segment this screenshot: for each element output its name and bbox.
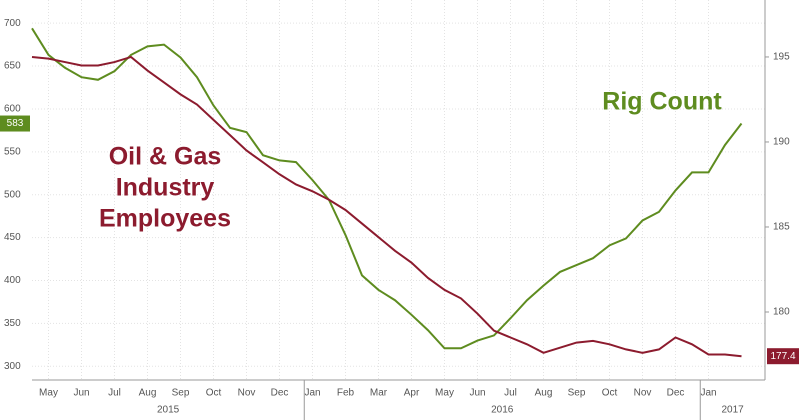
last-value-label: 583 bbox=[7, 118, 24, 129]
x-tick-label: Sep bbox=[568, 388, 586, 399]
x-tick-label: Nov bbox=[634, 388, 652, 399]
x-tick-label: Apr bbox=[404, 388, 420, 399]
annotation: Rig Count bbox=[602, 88, 722, 116]
y-tick-label: 700 bbox=[4, 18, 21, 29]
x-tick-label: Dec bbox=[271, 388, 289, 399]
x-group-label: 2017 bbox=[722, 405, 745, 416]
x-tick-label: Mar bbox=[370, 388, 388, 399]
y2-tick-label: 195 bbox=[773, 52, 790, 63]
x-tick-label: May bbox=[435, 388, 454, 399]
last-value-tag bbox=[0, 115, 30, 132]
x-tick-label: Nov bbox=[238, 388, 256, 399]
x-group-label: 2016 bbox=[491, 405, 514, 416]
y2-tick-label: 180 bbox=[773, 307, 790, 318]
x-tick-label: Dec bbox=[667, 388, 685, 399]
x-tick-label: Aug bbox=[139, 388, 157, 399]
annotation: Oil & Gas bbox=[109, 143, 222, 171]
series-line bbox=[31, 55, 742, 358]
x-tick-label: May bbox=[39, 388, 58, 399]
x-tick-label: Oct bbox=[206, 388, 222, 399]
x-tick-label: Feb bbox=[337, 388, 355, 399]
y-tick-label: 500 bbox=[4, 189, 21, 200]
x-tick-label: Sep bbox=[172, 388, 190, 399]
y2-tick-label: 185 bbox=[773, 222, 790, 233]
annotation: Industry bbox=[116, 174, 215, 202]
x-tick-label: Oct bbox=[602, 388, 618, 399]
y-tick-label: 600 bbox=[4, 104, 21, 115]
annotation: Employees bbox=[99, 205, 231, 233]
x-tick-label: Jul bbox=[504, 388, 517, 399]
x-tick-label: Jun bbox=[469, 388, 485, 399]
x-tick-label: Jul bbox=[108, 388, 121, 399]
series-line bbox=[31, 27, 743, 350]
y2-tick-label: 190 bbox=[773, 137, 790, 148]
y-tick-label: 300 bbox=[4, 361, 21, 372]
y-tick-label: 400 bbox=[4, 275, 21, 286]
x-tick-label: Jun bbox=[73, 388, 89, 399]
last-value-tag bbox=[767, 348, 799, 365]
x-tick-label: Jan bbox=[304, 388, 320, 399]
y-tick-label: 650 bbox=[4, 61, 21, 72]
last-value-label: 177.4 bbox=[770, 351, 795, 362]
y-tick-label: 350 bbox=[4, 318, 21, 329]
x-tick-label: Aug bbox=[535, 388, 553, 399]
y-tick-label: 450 bbox=[4, 232, 21, 243]
x-tick-label: Jan bbox=[700, 388, 716, 399]
x-group-label: 2015 bbox=[157, 405, 180, 416]
y-tick-label: 550 bbox=[4, 146, 21, 157]
